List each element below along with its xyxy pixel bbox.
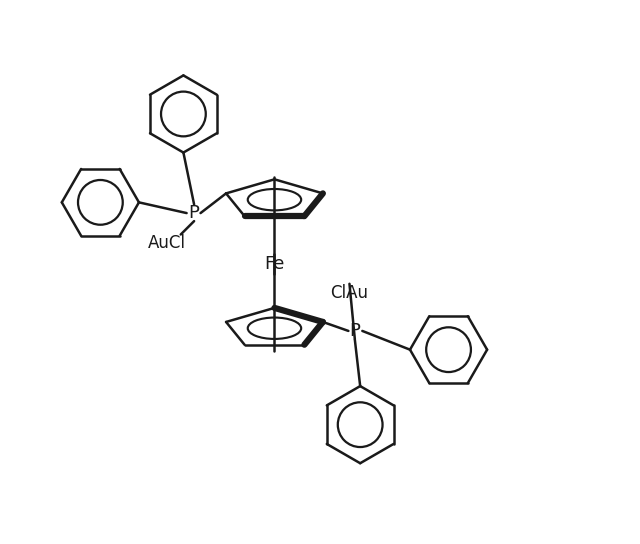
Text: Fe: Fe (264, 255, 285, 273)
Text: P: P (349, 322, 360, 340)
Text: AuCl: AuCl (148, 233, 186, 251)
Text: ClAu: ClAu (330, 285, 369, 302)
Text: P: P (189, 204, 200, 222)
